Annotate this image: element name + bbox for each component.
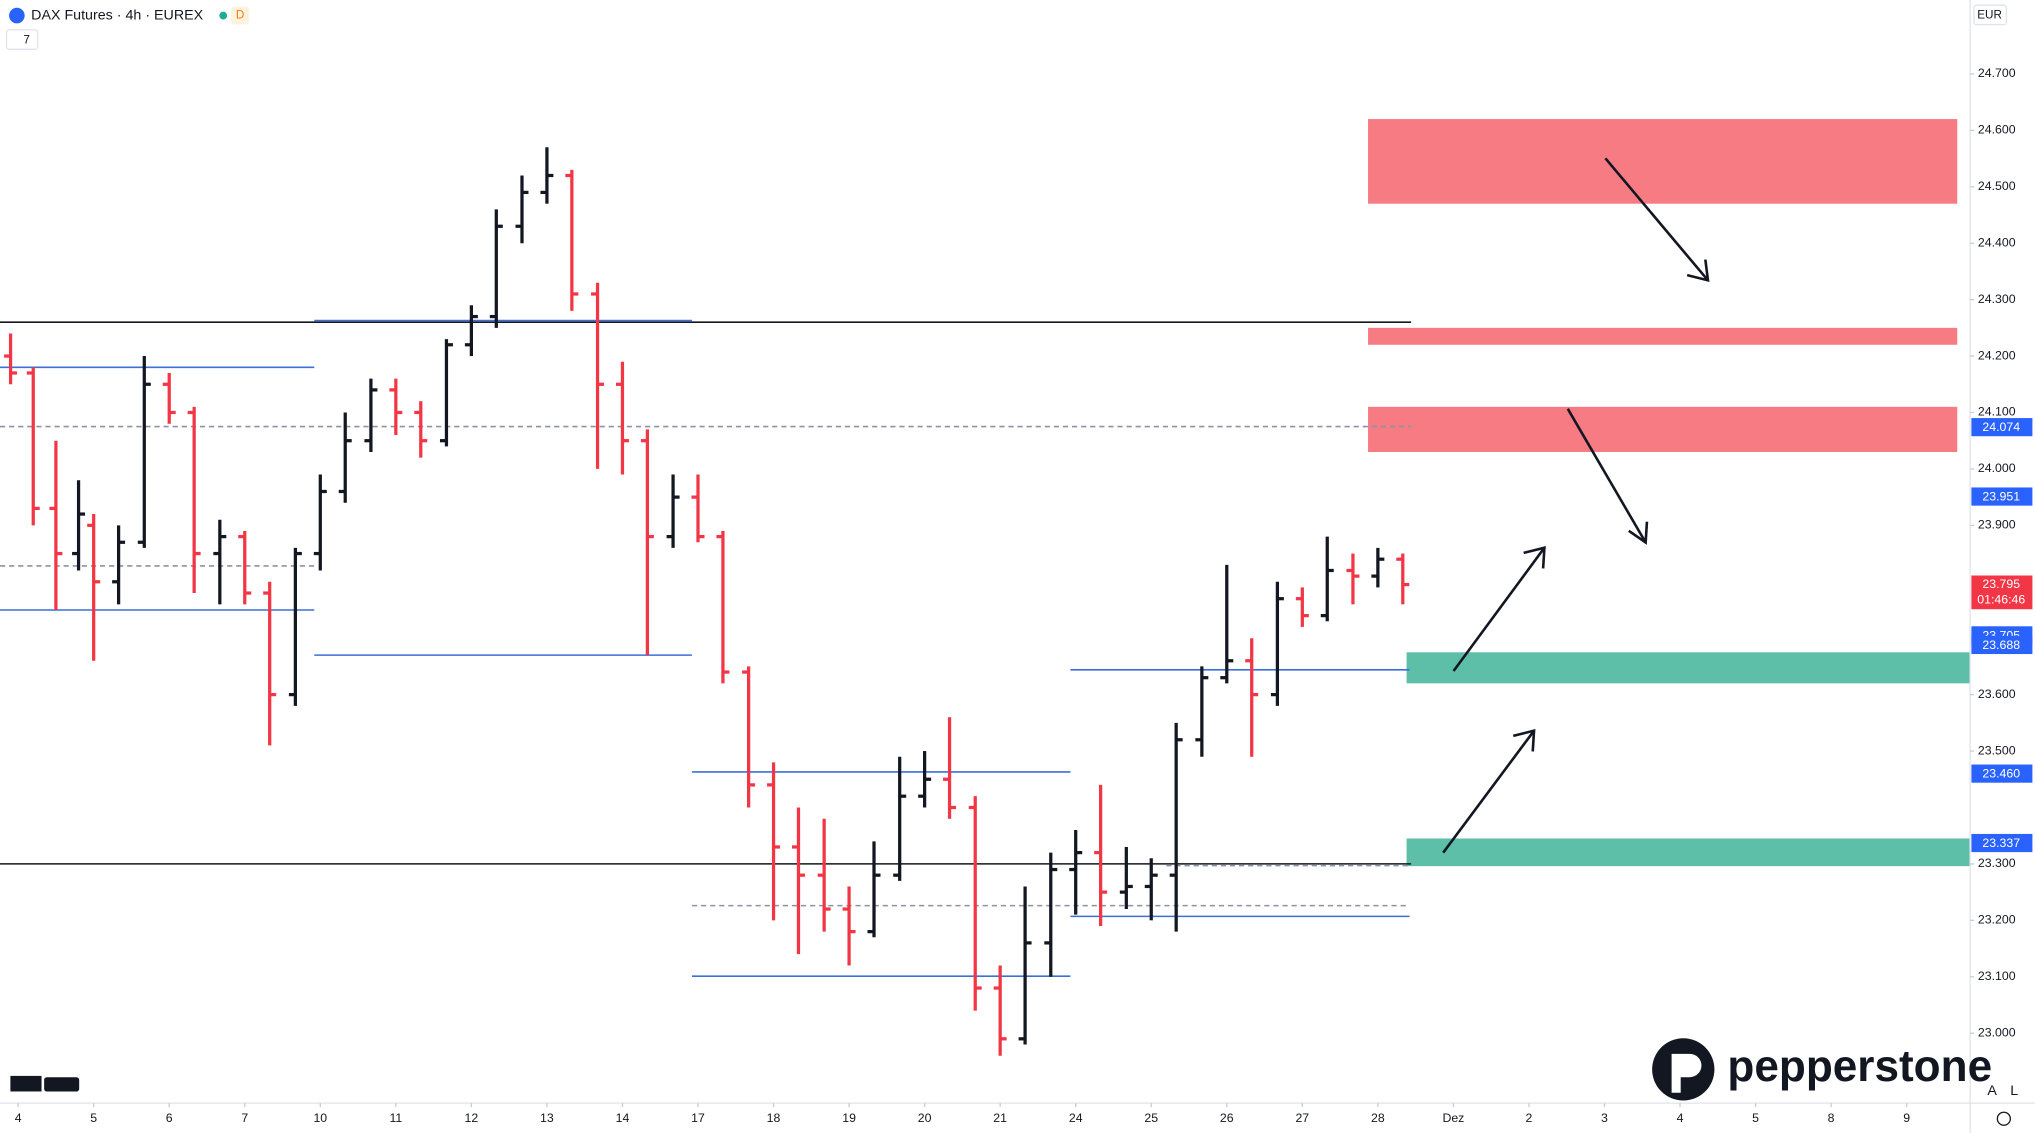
zone [1368,327,1958,345]
levels-layer [0,319,1412,977]
x-tick-label: 10 [313,1111,327,1125]
x-tick-label: 26 [1220,1111,1234,1125]
badge-bg [231,6,250,25]
x-tick-label: 18 [767,1111,781,1125]
arrow [1604,157,1709,282]
x-tick-label: Dez [1442,1111,1464,1125]
x-tick-label: 4 [1677,1111,1684,1125]
y-tick-label: 24.400 [1978,235,2016,249]
price-label: 23.460 [1982,767,2020,781]
last-price-label: 23.795 [1982,577,2020,591]
y-tick-label: 23.300 [1978,856,2016,870]
y-tick-label: 23.900 [1978,518,2016,532]
arrow-head [1523,545,1546,569]
zone [1406,838,1971,867]
x-tick-label: 9 [1903,1111,1910,1125]
x-tick-label: 27 [1295,1111,1309,1125]
x-tick-label: 6 [166,1111,173,1125]
zone [1406,652,1971,684]
price-label-box [1971,418,2033,437]
currency[interactable]: EUR [1977,9,2002,22]
x-tick-label: 3 [1601,1111,1608,1125]
y-tick-label: 24.300 [1978,292,2016,306]
arrow [1452,546,1546,672]
y-tick-label: 23.500 [1978,743,2016,757]
y-tick-label: 24.500 [1978,179,2016,193]
x-tick-label: 2 [1526,1111,1533,1125]
price-label: 23.337 [1982,836,2020,850]
x-tick-label: 14 [616,1111,630,1125]
y-tick-label: 23.000 [1978,1025,2016,1039]
auto-scale-button[interactable]: A [1987,1083,1997,1099]
x-tick-label: 13 [540,1111,554,1125]
indicator-count[interactable]: 7 [23,33,30,46]
x-tick-label: 28 [1371,1111,1385,1125]
x-tick-label: 8 [1828,1111,1835,1125]
arrow [1442,729,1536,854]
price-label-box [1971,635,2033,655]
x-tick-label: 20 [918,1111,932,1125]
arrows [1442,157,1710,854]
market-status [219,11,228,20]
x-tick-label: 24 [1069,1111,1083,1125]
indicator-box[interactable] [5,29,39,50]
settings-button[interactable] [1996,1111,2011,1126]
tv-logo-mark [10,1075,42,1092]
price-label: 23.688 [1982,638,2020,652]
tv-logo-pro [44,1077,80,1092]
y-tick-label: 23.100 [1978,969,2016,983]
x-tick-label: 5 [1752,1111,1759,1125]
tv-logo [10,1075,80,1092]
x-tick-label: 19 [842,1111,856,1125]
zone [1368,119,1958,204]
axis-layer: 23.000 23.100 23.200 23.300 23.500 23.600 23.9… [15,66,2033,1125]
brand-icon-p [1671,1053,1702,1093]
x-tick-label: 21 [993,1111,1007,1125]
y-tick-label: 23.200 [1978,913,2016,927]
y-tick-label: 24.200 [1978,348,2016,362]
price-label: 24.074 [1982,420,2020,434]
brand-logo: pepperstone [1652,1038,1992,1101]
x-tick-label: 5 [90,1111,97,1125]
x-tick-label: 7 [241,1111,248,1125]
arrow-head [1628,521,1649,545]
symbol-icon [9,7,25,24]
zones-layer [1368,119,1971,867]
brand-name: pepperstone [1727,1042,1992,1091]
x-tick-label: 11 [389,1111,402,1125]
arrow-head [1512,728,1536,752]
arrow [1566,408,1647,544]
y-tick-label: 24.100 [1978,405,2016,419]
price-label-box [1971,833,2033,853]
symbol-title[interactable]: DAX Futures · 4h · EUREX [31,7,204,23]
currency-box[interactable] [1973,4,2008,26]
y-tick-label: 24.700 [1978,66,2016,80]
y-tick-label: 24.000 [1978,461,2016,475]
x-tick-label: 4 [15,1111,22,1125]
last-price-box [1971,575,2033,610]
x-tick-label: 12 [465,1111,479,1125]
log-scale-button[interactable]: L [2010,1083,2018,1099]
price-label-box [1971,764,2033,783]
x-tick-label: 25 [1144,1111,1158,1125]
zone [1368,406,1958,452]
y-tick-label: 24.600 [1978,123,2016,137]
arrow-head [1686,259,1710,283]
bars-layer [4,147,1410,1056]
badge: D [236,9,244,22]
price-label: 23.951 [1982,489,2020,503]
y-tick-label: 23.600 [1978,687,2016,701]
price-label-box [1971,487,2033,506]
bar-countdown: 01:46:46 [1977,592,2025,606]
x-tick-label: 17 [691,1111,705,1125]
